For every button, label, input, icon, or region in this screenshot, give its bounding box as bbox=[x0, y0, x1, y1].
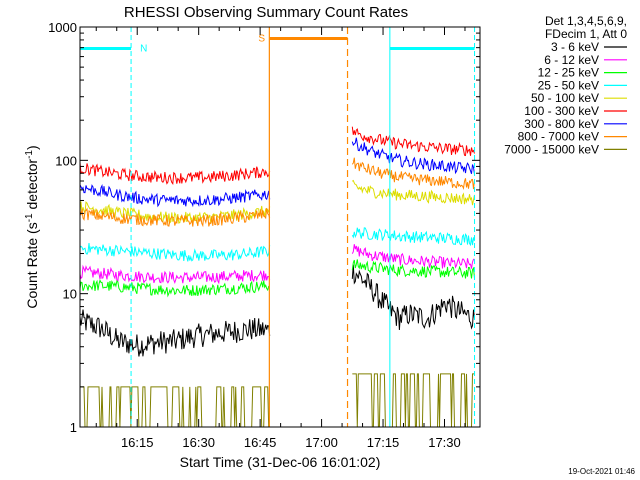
x-tick-label: 17:15 bbox=[367, 435, 400, 450]
series-line-4-seg2 bbox=[351, 227, 475, 247]
series-line-1-seg2 bbox=[351, 264, 475, 331]
series-line-9-seg2 bbox=[352, 373, 475, 428]
series-line-8-seg2 bbox=[351, 157, 475, 191]
chart-title: RHESSI Observing Summary Count Rates bbox=[124, 4, 408, 21]
series-line-5-seg1 bbox=[79, 201, 271, 225]
y-axis-label-part1: Count Rate (s bbox=[24, 222, 40, 308]
y-axis-label-sup1: -1 bbox=[24, 213, 35, 222]
series-line-6-seg2 bbox=[351, 126, 475, 157]
legend: Det 1,3,4,5,6,9, FDecim 1, Att 0 3 - 6 k… bbox=[504, 14, 627, 156]
series-line-2-seg1 bbox=[79, 264, 271, 285]
y-tick-label: 1 bbox=[70, 420, 77, 435]
legend-entry-label: 100 - 300 keV bbox=[524, 104, 599, 118]
data-layer: NS bbox=[79, 27, 476, 428]
axis-layer: 16:15 16:30 16:45 17:00 17:15 17:30 1 10 100 1000 bbox=[48, 20, 480, 450]
series-line-2-seg2 bbox=[351, 244, 475, 269]
night-bar-label: N bbox=[140, 43, 147, 54]
legend-entry-label: 3 - 6 keV bbox=[551, 40, 599, 54]
saa-bar-label: S bbox=[258, 33, 265, 44]
series-line-5-seg2 bbox=[351, 179, 475, 206]
y-tick-label: 1000 bbox=[48, 20, 77, 35]
legend-header-line2: FDecim 1, Att 0 bbox=[545, 27, 627, 41]
x-axis-label: Start Time (31-Dec-06 16:01:02) bbox=[180, 454, 381, 470]
series-line-7-seg2 bbox=[351, 137, 475, 175]
series-line-3-seg1 bbox=[79, 278, 270, 298]
generation-timestamp: 19-Oct-2021 01:46 bbox=[568, 467, 635, 476]
y-axis-label-part2: detector bbox=[24, 159, 40, 214]
legend-header-line1: Det 1,3,4,5,6,9, bbox=[545, 14, 627, 28]
legend-entry-label: 12 - 25 keV bbox=[538, 66, 599, 80]
x-tick-label: 17:00 bbox=[305, 435, 338, 450]
series-line-7-seg1 bbox=[79, 184, 271, 208]
series-line-1-seg1 bbox=[79, 309, 271, 357]
x-tick-label: 16:45 bbox=[244, 435, 277, 450]
y-tick-label: 100 bbox=[55, 153, 77, 168]
legend-entry-label: 800 - 7000 keV bbox=[518, 130, 599, 144]
y-tick-label: 10 bbox=[63, 287, 77, 302]
plot-frame bbox=[79, 26, 481, 428]
series-line-4-seg1 bbox=[79, 242, 271, 262]
x-tick-label: 16:15 bbox=[121, 435, 154, 450]
legend-entry-label: 7000 - 15000 keV bbox=[504, 142, 599, 156]
series-line-6-seg1 bbox=[79, 162, 271, 186]
x-tick-label: 16:30 bbox=[182, 435, 215, 450]
legend-entry-label: 6 - 12 keV bbox=[544, 53, 599, 67]
y-axis-label: Count Rate (s-1 detector-1) bbox=[24, 145, 40, 308]
series-line-3-seg2 bbox=[351, 259, 475, 279]
series-line-9-seg1 bbox=[80, 386, 270, 428]
legend-entry-label: 50 - 100 keV bbox=[531, 91, 599, 105]
y-axis-label-part3: ) bbox=[24, 145, 40, 150]
y-axis-label-sup2: -1 bbox=[24, 150, 35, 159]
legend-entry-label: 25 - 50 keV bbox=[538, 78, 599, 92]
x-tick-label: 17:30 bbox=[428, 435, 461, 450]
series-line-8-seg1 bbox=[79, 207, 271, 228]
legend-entry-label: 300 - 800 keV bbox=[524, 117, 599, 131]
